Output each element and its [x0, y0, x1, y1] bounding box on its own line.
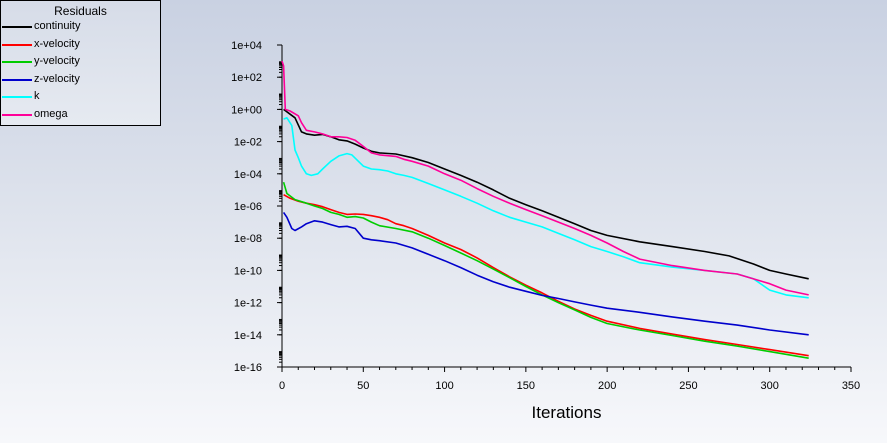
x-tick-label: 100: [435, 380, 453, 392]
y-tick-label: 1e-14: [234, 330, 262, 342]
y-tick-label: 1e+00: [231, 104, 262, 116]
series-line-k: [283, 117, 809, 299]
y-tick-label: 1e+04: [231, 40, 262, 52]
legend-label: omega: [34, 107, 68, 120]
legend-swatch: [2, 78, 32, 81]
x-tick-label: 0: [279, 380, 285, 392]
y-tick-label: 1e+02: [231, 72, 262, 84]
legend-entries: continuity x-velocity y-velocity z-velocity…: [1, 18, 160, 124]
legend-label: k: [34, 90, 40, 103]
legend-label: x-velocity: [34, 37, 80, 50]
x-tick-label: 350: [842, 380, 860, 392]
legend-entry-y-velocity: y-velocity: [1, 53, 160, 71]
y-tick-label: 1e-04: [234, 169, 262, 181]
legend-swatch: [2, 113, 32, 116]
y-tick-label: 1e-08: [234, 233, 262, 245]
x-tick-label: 300: [761, 380, 779, 392]
legend-swatch: [2, 61, 32, 64]
x-axis-title: Iterations: [532, 403, 602, 422]
y-tick-label: 1e-10: [234, 265, 262, 277]
y-tick-label: 1e-02: [234, 137, 262, 149]
x-tick-label: 250: [679, 380, 697, 392]
legend-label: continuity: [34, 20, 81, 32]
legend-label: z-velocity: [34, 72, 80, 85]
x-tick-label: 50: [357, 380, 369, 392]
legend-entry-z-velocity: z-velocity: [1, 71, 160, 89]
x-tick-label: 200: [598, 380, 616, 392]
series-line-x-velocity: [283, 194, 809, 357]
legend-entry-x-velocity: x-velocity: [1, 36, 160, 54]
series-line-omega: [281, 60, 809, 296]
legend: Residuals continuity x-velocity y-velocity…: [0, 0, 161, 126]
legend-entry-continuity: continuity: [1, 18, 160, 36]
legend-label: y-velocity: [34, 55, 80, 68]
legend-swatch: [2, 43, 32, 46]
legend-swatch: [2, 26, 32, 28]
series-line-continuity: [283, 108, 809, 280]
y-tick-label: 1e-12: [234, 298, 262, 310]
legend-swatch: [2, 96, 32, 99]
series-line-z-velocity: [282, 211, 809, 336]
legend-entry-k: k: [1, 88, 160, 106]
legend-entry-omega: omega: [1, 106, 160, 124]
chart-series: [281, 60, 809, 359]
series-line-y-velocity: [282, 181, 809, 359]
chart-axes: 0 50 100 150 200 250 300 350 1e-16 1e-14 1e-12 1e-1…: [231, 40, 860, 392]
legend-title: Residuals: [54, 4, 107, 18]
y-tick-label: 1e-16: [234, 362, 262, 374]
y-tick-label: 1e-06: [234, 201, 262, 213]
x-tick-label: 150: [517, 380, 535, 392]
